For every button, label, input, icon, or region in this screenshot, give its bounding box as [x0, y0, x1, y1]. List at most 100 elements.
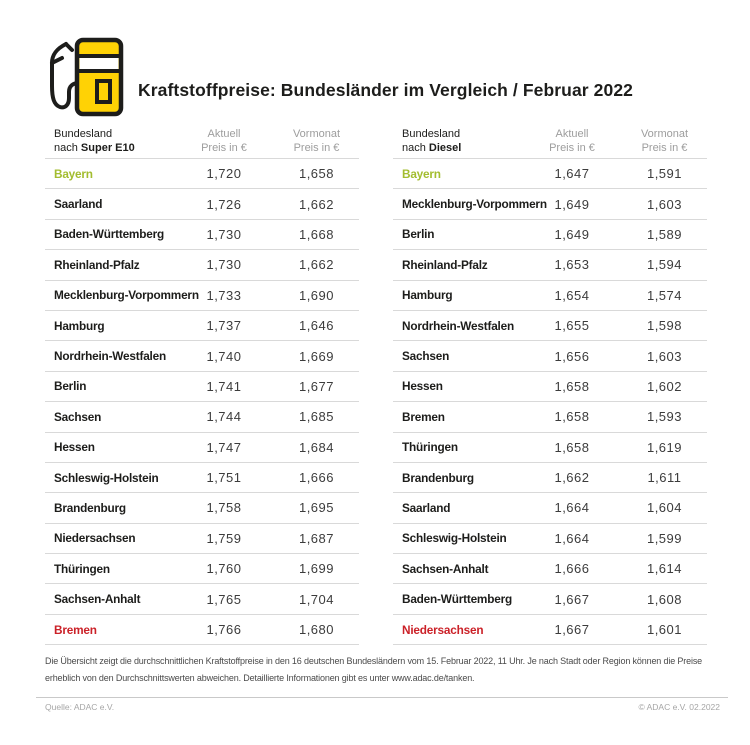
table-row: Niedersachsen 1,667 1,601	[393, 615, 707, 646]
price-current: 1,656	[554, 348, 590, 364]
table-row: Mecklenburg-Vorpommern 1,649 1,603	[393, 189, 707, 220]
price-previous: 1,685	[298, 409, 335, 425]
table-row: Thüringen 1,658 1,619	[393, 433, 707, 463]
table-row: Schleswig-Holstein 1,751 1,666	[45, 463, 359, 494]
price-previous: 1,608	[646, 591, 683, 607]
state-name: Saarland	[402, 500, 451, 515]
price-previous: 1,598	[646, 318, 683, 334]
table-row: Berlin 1,741 1,677	[45, 372, 359, 403]
price-current: 1,655	[554, 318, 590, 334]
table-header: Bundesland nach Diesel Aktuell Preis in …	[393, 125, 707, 159]
state-name: Bayern	[54, 166, 93, 181]
price-current: 1,766	[206, 622, 242, 638]
price-previous: 1,591	[646, 166, 683, 182]
table-row: Sachsen-Anhalt 1,666 1,614	[393, 554, 707, 585]
state-name: Hamburg	[402, 288, 453, 303]
table-row: Saarland 1,664 1,604	[393, 493, 707, 524]
table-row: Brandenburg 1,758 1,695	[45, 493, 359, 524]
price-previous: 1,604	[646, 500, 683, 516]
state-name: Bremen	[402, 409, 445, 424]
price-previous: 1,619	[646, 439, 683, 455]
price-current: 1,666	[554, 561, 590, 577]
price-current: 1,760	[206, 561, 242, 577]
state-name: Sachsen	[54, 409, 102, 424]
price-current: 1,747	[206, 439, 242, 455]
state-name: Bayern	[402, 166, 441, 181]
price-previous: 1,704	[298, 591, 335, 607]
state-name: Berlin	[402, 227, 435, 242]
page-title: Kraftstoffpreise: Bundesländer im Vergle…	[138, 80, 633, 100]
state-name: Berlin	[54, 379, 87, 394]
price-current: 1,720	[206, 166, 242, 182]
price-previous: 1,614	[646, 561, 683, 577]
column-header-state-line2: nach Super E10	[54, 141, 135, 154]
column-header-vormonat: Vormonat Preis in €	[292, 128, 341, 154]
state-name: Schleswig-Holstein	[54, 470, 159, 485]
state-name: Rheinland-Pfalz	[54, 257, 140, 272]
table-row: Hessen 1,658 1,602	[393, 372, 707, 403]
table-body-diesel: Bayern 1,647 1,591 Mecklenburg-Vorpommern 1,…	[393, 159, 707, 646]
column-header-aktuell: Aktuell Preis in €	[201, 128, 247, 154]
price-current: 1,733	[206, 287, 242, 303]
price-current: 1,758	[206, 500, 242, 516]
price-current: 1,647	[554, 166, 590, 182]
price-table-diesel: Bundesland nach Diesel Aktuell Preis in …	[393, 125, 713, 646]
divider	[36, 697, 728, 699]
price-previous: 1,589	[646, 226, 683, 242]
state-name: Hamburg	[54, 318, 105, 333]
header: Kraftstoffpreise: Bundesländer im Vergle…	[45, 36, 750, 118]
column-header-vormonat: Vormonat Preis in €	[640, 128, 689, 154]
price-previous: 1,687	[298, 530, 335, 546]
price-current: 1,658	[554, 378, 590, 394]
tables-container: Bundesland nach Super E10 Aktuell Preis …	[45, 125, 713, 646]
table-row: Sachsen 1,656 1,603	[393, 341, 707, 372]
table-row: Brandenburg 1,662 1,611	[393, 463, 707, 494]
table-header: Bundesland nach Super E10 Aktuell Preis …	[45, 125, 359, 159]
state-name: Sachsen-Anhalt	[402, 561, 489, 576]
state-name: Thüringen	[402, 440, 458, 455]
table-row: Thüringen 1,760 1,699	[45, 554, 359, 585]
price-previous: 1,677	[298, 378, 335, 394]
state-name: Mecklenburg-Vorpommern	[54, 288, 199, 303]
table-row: Sachsen-Anhalt 1,765 1,704	[45, 584, 359, 615]
price-current: 1,741	[206, 378, 242, 394]
table-row: Mecklenburg-Vorpommern 1,733 1,690	[45, 281, 359, 311]
price-previous: 1,602	[646, 378, 683, 394]
table-row: Rheinland-Pfalz 1,730 1,662	[45, 250, 359, 281]
price-previous: 1,594	[646, 257, 683, 273]
state-name: Saarland	[54, 197, 103, 212]
price-current: 1,740	[206, 348, 242, 364]
price-current: 1,664	[554, 500, 590, 516]
price-previous: 1,668	[298, 226, 335, 242]
price-previous: 1,690	[298, 287, 335, 303]
price-previous: 1,662	[298, 196, 335, 212]
fuel-type-label: Super E10	[80, 141, 135, 154]
table-row: Hamburg 1,654 1,574	[393, 281, 707, 311]
price-current: 1,662	[554, 470, 590, 486]
state-name: Nordrhein-Westfalen	[402, 318, 514, 333]
state-name: Bremen	[54, 622, 97, 637]
price-current: 1,654	[554, 287, 590, 303]
price-current: 1,667	[554, 622, 590, 638]
price-previous: 1,574	[646, 287, 683, 303]
price-previous: 1,658	[298, 166, 335, 182]
state-name: Sachsen-Anhalt	[54, 592, 141, 607]
price-previous: 1,611	[647, 470, 682, 486]
table-row: Baden-Württemberg 1,730 1,668	[45, 220, 359, 251]
table-row: Bayern 1,720 1,658	[45, 159, 359, 190]
price-previous: 1,699	[298, 561, 335, 577]
state-name: Mecklenburg-Vorpommern	[402, 197, 547, 212]
table-row: Hessen 1,747 1,684	[45, 433, 359, 463]
table-body-super-e10: Bayern 1,720 1,658 Saarland 1,726 1,662 Baden-…	[45, 159, 359, 646]
column-header-state-line1: Bundesland	[402, 128, 461, 140]
price-current: 1,759	[206, 530, 242, 546]
price-previous: 1,603	[646, 196, 683, 212]
table-row: Sachsen 1,744 1,685	[45, 402, 359, 433]
source-right: © ADAC e.V. 02.2022	[638, 702, 720, 713]
price-current: 1,658	[554, 439, 590, 455]
price-previous: 1,666	[298, 470, 335, 486]
price-previous: 1,695	[298, 500, 335, 516]
state-name: Baden-Württemberg	[54, 227, 164, 242]
price-current: 1,744	[206, 409, 242, 425]
